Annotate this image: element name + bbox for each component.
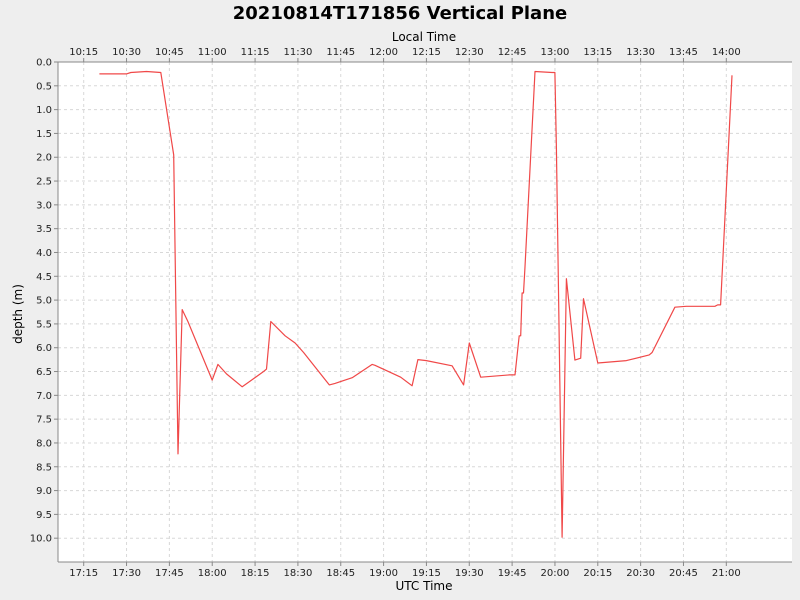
- x-tick-label-local: 13:30: [626, 47, 655, 58]
- x-tick-label-utc: 17:45: [155, 568, 184, 579]
- x-tick-label-local: 11:30: [283, 47, 312, 58]
- y-tick-label: 8.5: [36, 462, 52, 473]
- x-tick-label-local: 12:15: [412, 47, 441, 58]
- y-tick-label: 5.0: [36, 296, 52, 307]
- y-tick-label: 4.0: [36, 248, 52, 259]
- x-tick-label-local: 13:00: [541, 47, 570, 58]
- x-tick-label-local: 12:30: [455, 47, 484, 58]
- x-tick-label-utc: 20:15: [583, 568, 612, 579]
- x-tick-label-local: 14:00: [712, 47, 741, 58]
- y-tick-label: 9.0: [36, 486, 52, 497]
- x-tick-label-utc: 19:30: [455, 568, 484, 579]
- x-tick-label-local: 13:45: [669, 47, 698, 58]
- x-tick-label-utc: 17:30: [112, 568, 141, 579]
- x-tick-label-utc: 20:30: [626, 568, 655, 579]
- x-tick-label-local: 13:15: [583, 47, 612, 58]
- y-tick-label: 1.0: [36, 105, 52, 116]
- y-axis-label: depth (m): [11, 284, 25, 344]
- depth-series-line: [99, 70, 733, 538]
- data-layer: [99, 70, 733, 538]
- y-tick-label: 0.0: [36, 58, 52, 69]
- x-tick-label-local: 11:00: [198, 47, 227, 58]
- y-tick-label: 6.5: [36, 367, 52, 378]
- chart-title: 20210814T171856 Vertical Plane: [233, 3, 567, 24]
- top-axis-label: Local Time: [392, 30, 456, 44]
- x-tick-label-local: 10:15: [69, 47, 98, 58]
- y-tick-label: 2.5: [36, 177, 52, 188]
- y-tick-label: 2.0: [36, 153, 52, 164]
- x-tick-label-utc: 20:45: [669, 568, 698, 579]
- x-tick-label-local: 11:15: [241, 47, 270, 58]
- grid-layer: [58, 61, 792, 562]
- y-tick-label: 7.0: [36, 391, 52, 402]
- x-tick-label-utc: 18:15: [241, 568, 270, 579]
- bottom-axis-label: UTC Time: [396, 579, 453, 593]
- y-tick-label: 3.0: [36, 200, 52, 211]
- x-tick-label-local: 10:45: [155, 47, 184, 58]
- y-tick-label: 4.5: [36, 272, 52, 283]
- x-tick-label-utc: 21:00: [712, 568, 741, 579]
- x-tick-label-local: 11:45: [326, 47, 355, 58]
- y-tick-label: 5.5: [36, 319, 52, 330]
- x-tick-label-utc: 18:00: [198, 568, 227, 579]
- y-tick-label: 3.5: [36, 224, 52, 235]
- x-tick-label-local: 12:45: [498, 47, 527, 58]
- y-tick-label: 6.0: [36, 343, 52, 354]
- x-tick-label-utc: 19:00: [369, 568, 398, 579]
- y-tick-label: 8.0: [36, 438, 52, 449]
- x-tick-label-utc: 18:45: [326, 568, 355, 579]
- y-tick-label: 0.5: [36, 81, 52, 92]
- x-tick-label-utc: 17:15: [69, 568, 98, 579]
- x-tick-label-utc: 19:15: [412, 568, 441, 579]
- plot-area: [58, 62, 792, 562]
- x-tick-label-local: 12:00: [369, 47, 398, 58]
- x-tick-label-utc: 19:45: [498, 568, 527, 579]
- y-tick-label: 9.5: [36, 510, 52, 521]
- y-tick-label: 10.0: [30, 534, 52, 545]
- axes-layer: 0.0 0.5 1.0 1.5 2.0 2.5 3.0 3.5 4.0 4.5 5.0 5.5 6.0 6…: [30, 47, 792, 579]
- y-tick-label: 1.5: [36, 129, 52, 140]
- x-tick-label-utc: 18:30: [283, 568, 312, 579]
- x-tick-label-utc: 20:00: [541, 568, 570, 579]
- y-tick-label: 7.5: [36, 415, 52, 426]
- x-tick-label-local: 10:30: [112, 47, 141, 58]
